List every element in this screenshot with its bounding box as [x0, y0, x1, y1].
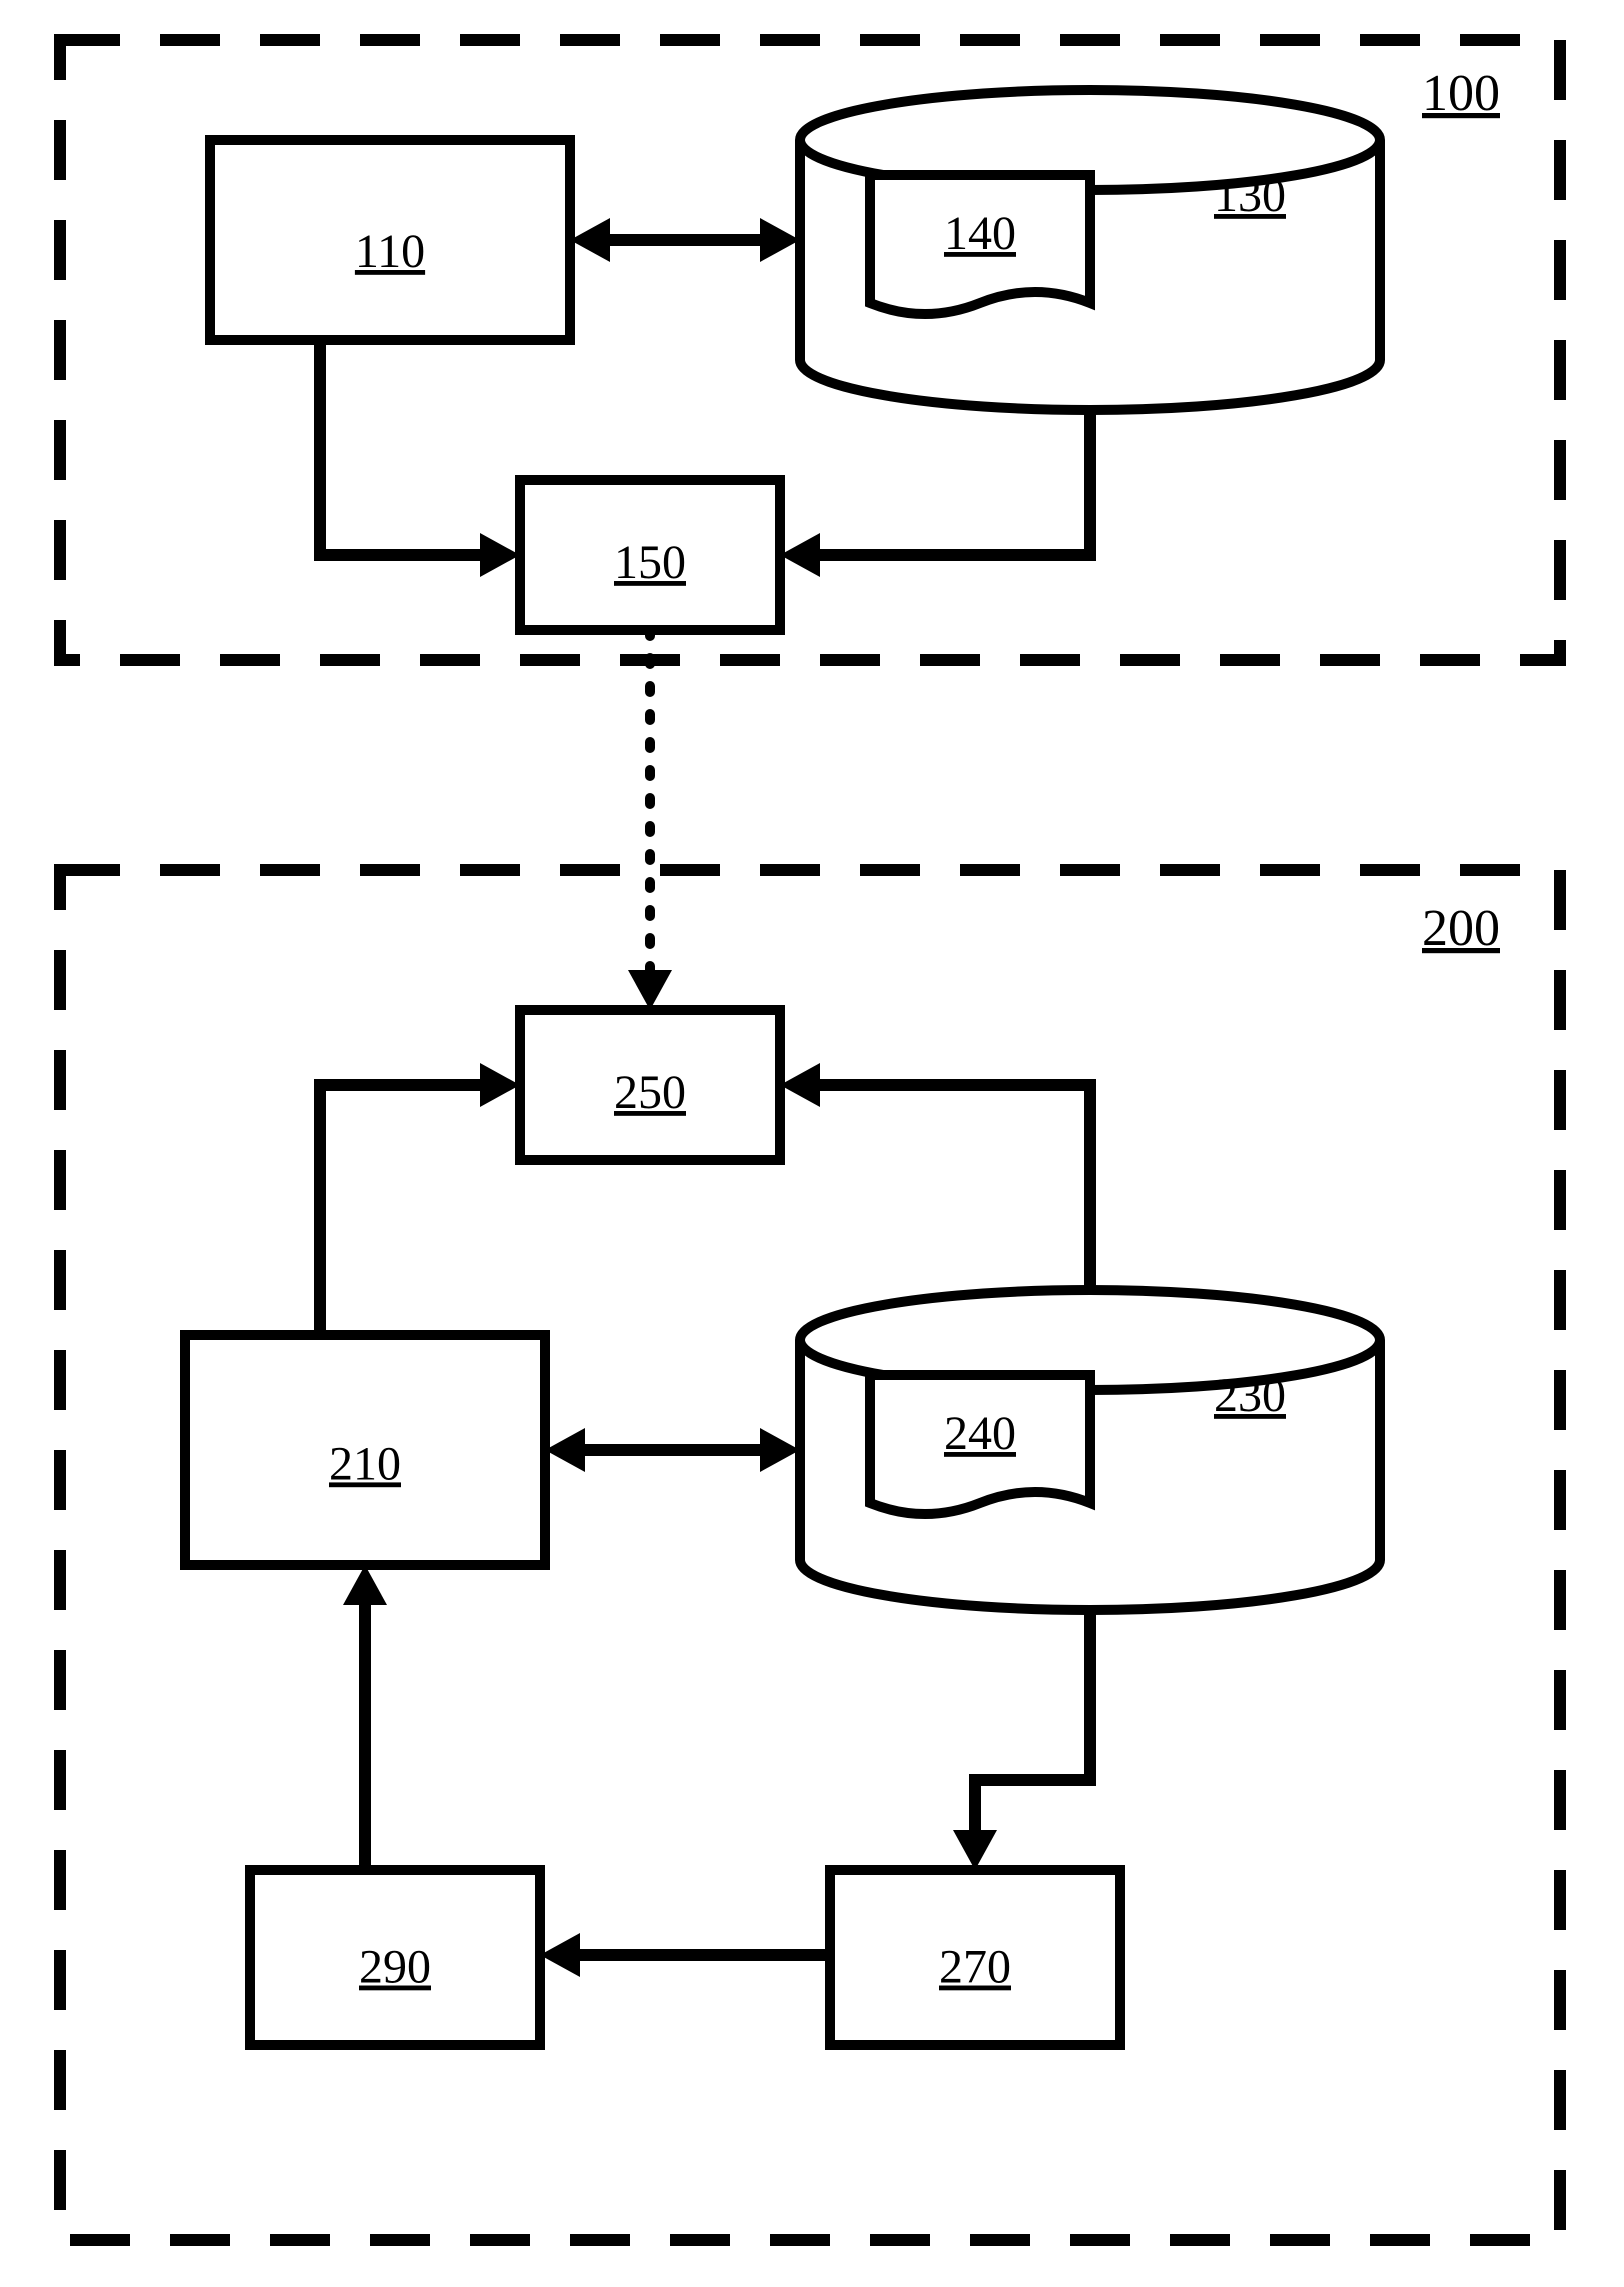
arrow-head-end-5 [780, 1063, 820, 1107]
arrow-shaft-5 [804, 1085, 1090, 1290]
arrow-head-end-0 [760, 218, 800, 262]
arrow-shaft-6 [975, 1610, 1090, 1846]
cylinder-label-c130: 130 [1214, 169, 1286, 222]
arrow-head-start-0 [570, 218, 610, 262]
arrow-head-end-1 [480, 533, 520, 577]
arrow-head-end-3 [760, 1428, 800, 1472]
group-label-g100: 100 [1422, 65, 1500, 122]
box-label-b250: 250 [614, 1066, 686, 1119]
arrow-head-end-2 [780, 533, 820, 577]
arrow-head-end-4 [480, 1063, 520, 1107]
group-label-g200: 200 [1422, 900, 1500, 957]
arrow-shaft-2 [804, 410, 1090, 555]
arrow-shaft-4 [320, 1085, 496, 1335]
arrow-head-start-3 [545, 1428, 585, 1472]
box-label-b290: 290 [359, 1941, 431, 1994]
arrow-head-end-7 [540, 1933, 580, 1977]
box-label-b110: 110 [355, 225, 425, 278]
arrow-shaft-1 [320, 340, 496, 555]
arrow-head-end-8 [343, 1565, 387, 1605]
box-label-b270: 270 [939, 1941, 1011, 1994]
doc-label-d140: 140 [944, 207, 1016, 260]
box-label-b210: 210 [329, 1437, 401, 1490]
dotted-connector-head [628, 970, 672, 1010]
cylinder-label-c230: 230 [1214, 1369, 1286, 1422]
arrow-head-end-6 [953, 1830, 997, 1870]
doc-label-d240: 240 [944, 1407, 1016, 1460]
box-label-b150: 150 [614, 536, 686, 589]
